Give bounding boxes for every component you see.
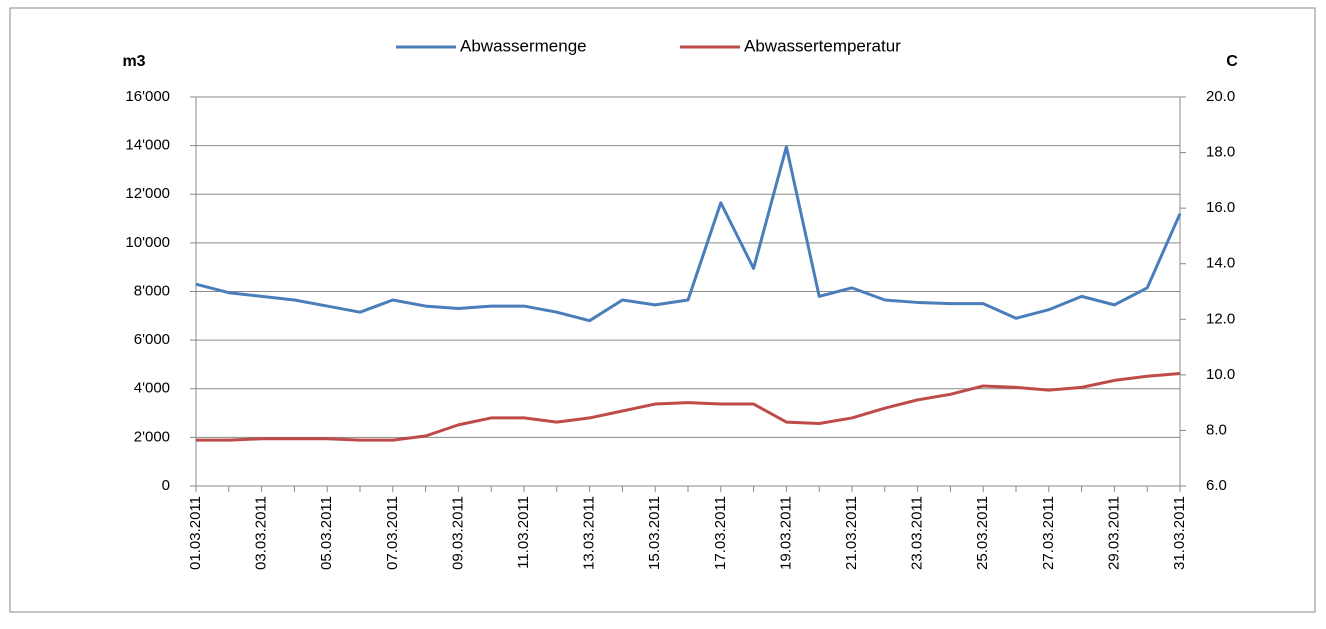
y-tick-label: 2'000 xyxy=(134,428,170,445)
x-tick-label: 13.03.2011 xyxy=(581,496,598,570)
y-tick-label: 10'000 xyxy=(125,234,170,251)
y2-tick-label: 8.0 xyxy=(1206,421,1227,438)
y-tick-label: 14'000 xyxy=(125,137,170,154)
legend-label: Abwassermenge xyxy=(460,36,587,55)
y2-tick-label: 20.0 xyxy=(1206,88,1235,105)
y2-tick-label: 10.0 xyxy=(1206,366,1235,383)
y2-tick-label: 12.0 xyxy=(1206,310,1235,327)
y2-tick-label: 6.0 xyxy=(1206,477,1227,494)
y-tick-label: 4'000 xyxy=(134,380,170,397)
y2-tick-label: 18.0 xyxy=(1206,144,1235,161)
x-tick-label: 15.03.2011 xyxy=(646,496,663,570)
legend-label: Abwassertemperatur xyxy=(744,36,901,55)
x-tick-label: 07.03.2011 xyxy=(384,496,401,570)
x-tick-label: 31.03.2011 xyxy=(1171,496,1188,570)
x-tick-label: 19.03.2011 xyxy=(777,496,794,570)
y-tick-label: 6'000 xyxy=(134,331,170,348)
y2-tick-label: 14.0 xyxy=(1206,255,1235,272)
data-line xyxy=(196,371,1181,442)
x-tick-label: 09.03.2011 xyxy=(449,496,466,570)
x-tick-label: 11.03.2011 xyxy=(515,496,532,569)
y2-axis-title: C xyxy=(1226,53,1238,70)
y-tick-label: 0 xyxy=(162,477,170,494)
y-tick-label: 16'000 xyxy=(125,88,170,105)
x-tick-label: 05.03.2011 xyxy=(318,496,335,570)
x-tick-label: 01.03.2011 xyxy=(187,496,204,570)
y-tick-label: 8'000 xyxy=(134,282,170,299)
chart-frame xyxy=(9,7,1316,613)
x-tick-label: 21.03.2011 xyxy=(843,496,860,570)
x-tick-label: 29.03.2011 xyxy=(1105,496,1122,570)
x-tick-label: 27.03.2011 xyxy=(1040,496,1057,570)
y-tick-label: 12'000 xyxy=(125,185,170,202)
y2-tick-label: 16.0 xyxy=(1206,199,1235,216)
x-tick-label: 17.03.2011 xyxy=(712,496,729,570)
data-line xyxy=(195,145,1182,323)
x-tick-label: 03.03.2011 xyxy=(253,496,270,570)
x-tick-label: 23.03.2011 xyxy=(909,496,926,570)
y-axis-title: m3 xyxy=(122,53,145,70)
x-tick-label: 25.03.2011 xyxy=(974,496,991,570)
